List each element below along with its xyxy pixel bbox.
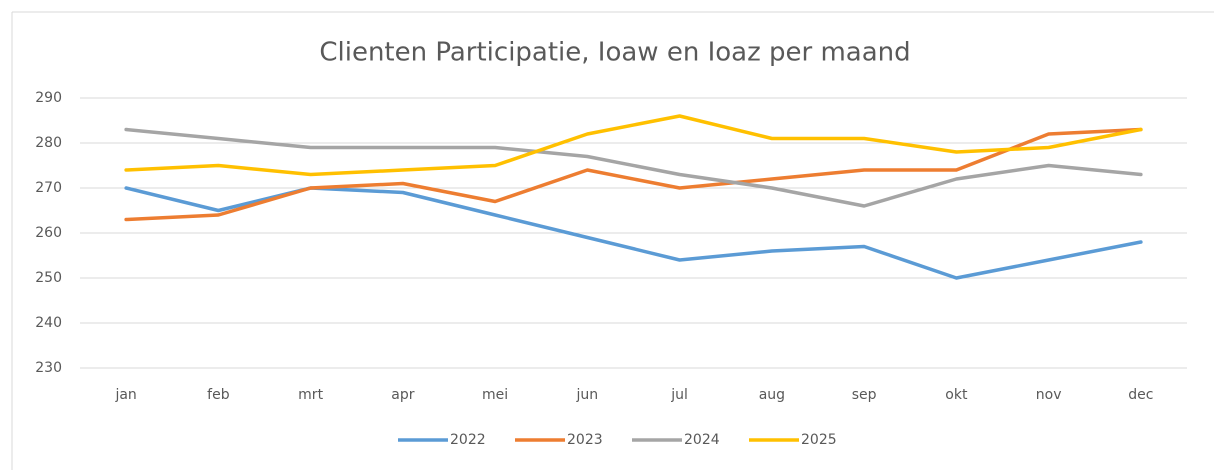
x-tick-label: jun: [576, 387, 599, 403]
y-tick-label: 250: [35, 270, 62, 286]
x-tick-label: okt: [945, 387, 968, 403]
y-tick-label: 240: [35, 315, 62, 331]
x-tick-label: dec: [1128, 387, 1153, 403]
series-line: [124, 127, 1143, 208]
x-tick-label: nov: [1036, 387, 1062, 403]
y-tick-label: 230: [35, 360, 62, 376]
legend-label: 2025: [801, 432, 837, 448]
x-tick-label: jul: [670, 387, 688, 403]
chart-title: Clienten Participatie, Ioaw en Ioaz per …: [319, 38, 910, 68]
series-line: [124, 127, 1143, 222]
y-tick-label: 290: [35, 90, 62, 106]
legend-label: 2023: [567, 432, 603, 448]
x-tick-label: mrt: [298, 387, 323, 403]
series-line: [124, 114, 1143, 177]
x-tick-label: feb: [207, 387, 230, 403]
x-tick-label: aug: [759, 387, 785, 403]
legend-label: 2024: [684, 432, 720, 448]
x-tick-label: mei: [482, 387, 508, 403]
y-tick-label: 270: [35, 180, 62, 196]
y-tick-label: 260: [35, 225, 62, 241]
legend-label: 2022: [450, 432, 486, 448]
x-tick-label: sep: [852, 387, 877, 403]
x-tick-label: apr: [391, 387, 414, 403]
x-tick-label: jan: [114, 387, 136, 403]
y-tick-label: 280: [35, 135, 62, 151]
